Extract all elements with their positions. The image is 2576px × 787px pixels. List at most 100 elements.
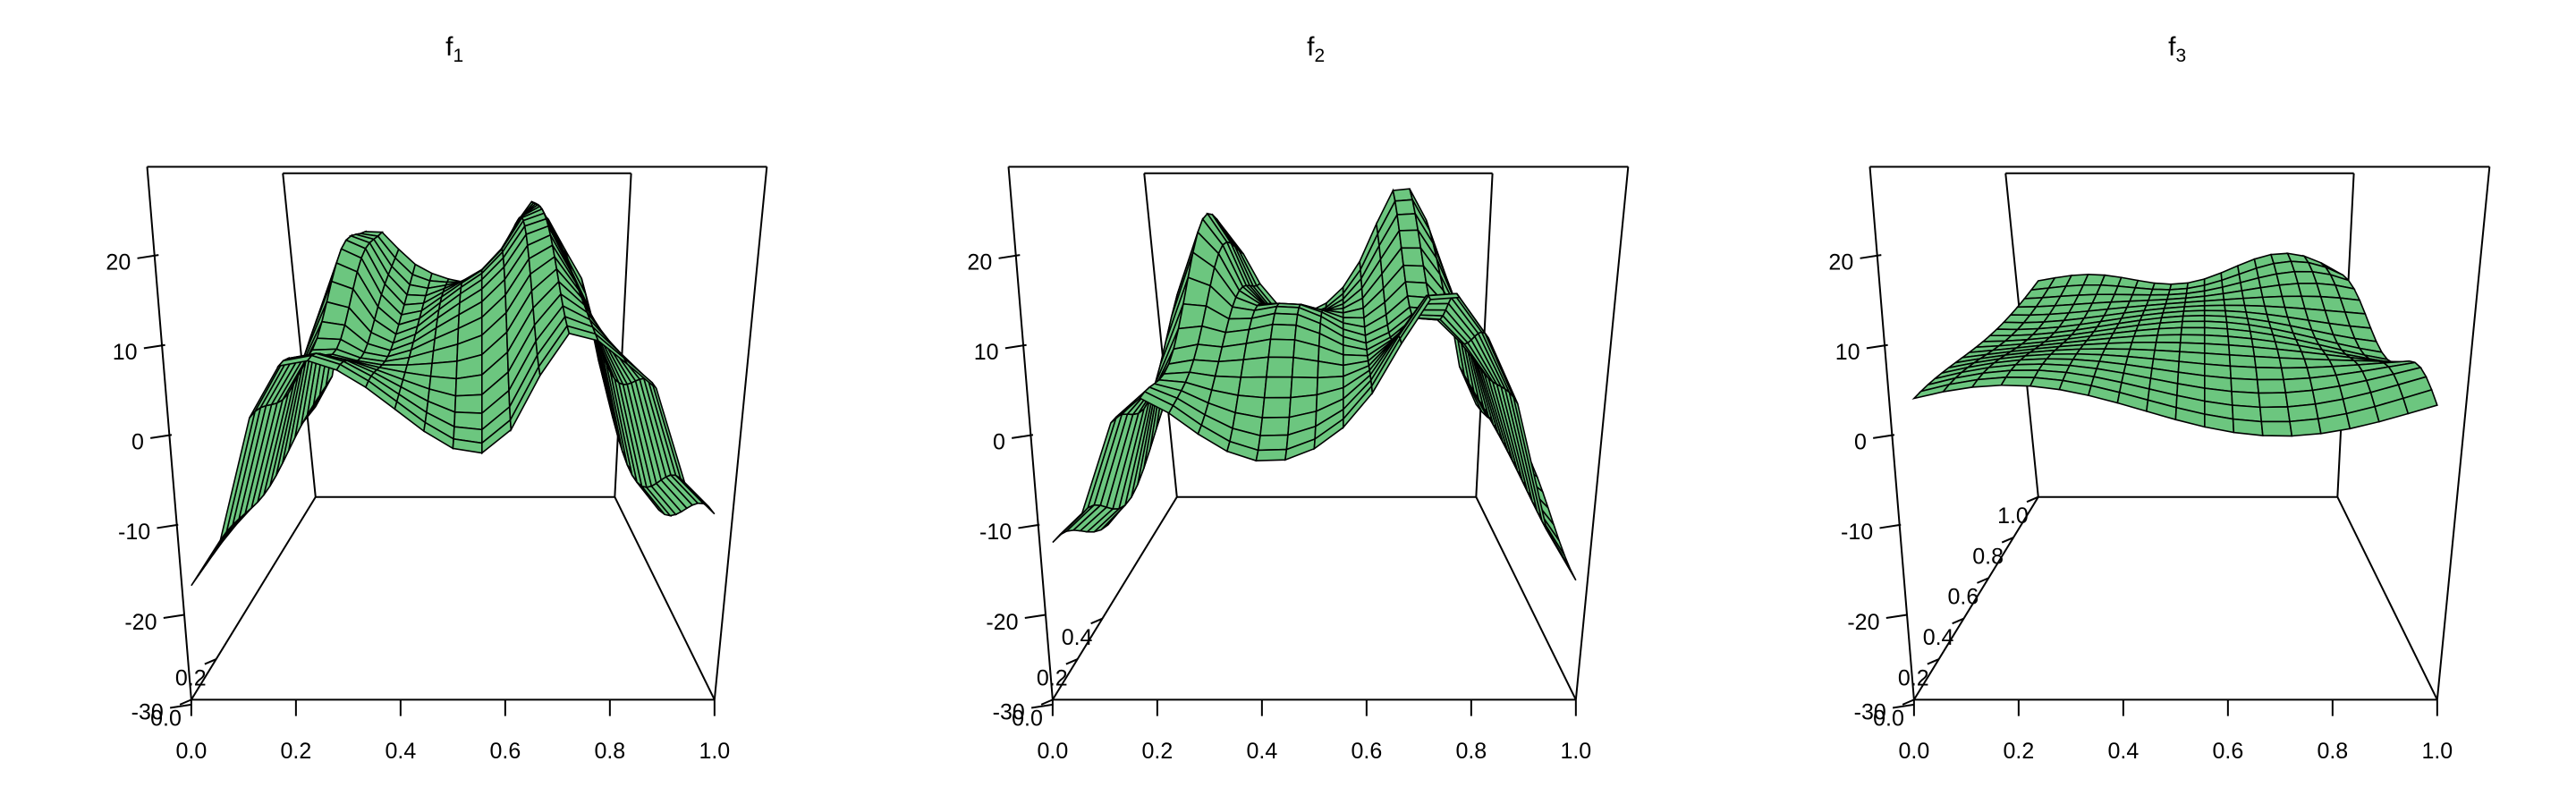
y-tick-label: 0.4 bbox=[1062, 625, 1093, 650]
surface-facet bbox=[1404, 281, 1430, 299]
box-edge bbox=[614, 173, 632, 497]
surface-facet bbox=[2402, 388, 2438, 415]
z-tick bbox=[143, 343, 165, 350]
x-tick-label: 0.2 bbox=[280, 739, 311, 764]
z-tick-label: 20 bbox=[106, 250, 131, 275]
surface-facet bbox=[2278, 357, 2309, 369]
surface-facet bbox=[1214, 359, 1245, 378]
title-subscript: 1 bbox=[453, 46, 464, 66]
surface-facet bbox=[1541, 520, 1577, 581]
y-tick bbox=[2001, 537, 2014, 544]
z-tick bbox=[1004, 343, 1027, 350]
z-tick-label: -30 bbox=[131, 699, 164, 724]
surface-mesh bbox=[191, 200, 716, 587]
z-tick-label: -20 bbox=[986, 610, 1018, 635]
y-tick-label: 0.4 bbox=[1923, 625, 1954, 650]
surface-facet bbox=[2004, 369, 2040, 378]
y-tick-label: 0.2 bbox=[1898, 665, 1929, 690]
z-tick bbox=[163, 614, 185, 619]
surface-facet bbox=[2260, 420, 2293, 437]
x-tick-label: 0.8 bbox=[2317, 739, 2348, 764]
surface-facet bbox=[1396, 213, 1419, 232]
x-tick-label: 0.6 bbox=[1351, 739, 1382, 764]
x-tick-label: 0.0 bbox=[175, 739, 207, 764]
z-tick-label: -20 bbox=[124, 610, 157, 635]
z-tick bbox=[1866, 343, 1888, 350]
y-tick bbox=[204, 658, 217, 665]
z-tick bbox=[169, 703, 192, 709]
surface-facet bbox=[1266, 356, 1294, 378]
z-tick-label: 20 bbox=[967, 250, 992, 275]
surface-facet bbox=[1261, 396, 1292, 419]
z-tick bbox=[1892, 703, 1915, 709]
surface-facet bbox=[454, 374, 483, 397]
box-edge bbox=[1143, 173, 1178, 497]
title-main: f bbox=[2168, 32, 2176, 62]
y-tick bbox=[2026, 495, 2039, 504]
y-tick-label: 0.0 bbox=[1873, 707, 1904, 732]
surface-facet bbox=[2258, 406, 2291, 423]
y-tick bbox=[1902, 698, 1915, 706]
surface-facet bbox=[1257, 434, 1289, 452]
z-tick-label: -10 bbox=[118, 520, 150, 545]
y-tick bbox=[1927, 658, 1940, 665]
surface-facet bbox=[1255, 448, 1288, 461]
surface-facet bbox=[1398, 229, 1422, 250]
surface-facet bbox=[680, 478, 716, 515]
x-tick-label: 0.4 bbox=[1246, 739, 1277, 764]
y-tick-label: 0.0 bbox=[150, 707, 182, 732]
surface-facet bbox=[2230, 377, 2260, 394]
z-tick-label: 10 bbox=[974, 340, 999, 365]
surface-facet bbox=[2253, 355, 2283, 369]
z-tick-label: 0 bbox=[993, 430, 1005, 455]
box-edge bbox=[1475, 496, 1577, 700]
surface-facet bbox=[2131, 334, 2159, 343]
x-tick-label: 0.0 bbox=[1037, 739, 1068, 764]
surface-facet bbox=[2131, 286, 2154, 296]
x-tick-label: 0.4 bbox=[385, 739, 416, 764]
surface-facet bbox=[453, 394, 483, 414]
z-tick bbox=[998, 254, 1021, 259]
surface-facet bbox=[1217, 343, 1248, 363]
z-tick bbox=[157, 523, 179, 529]
chart-title: f2 bbox=[1307, 32, 1325, 66]
z-tick bbox=[1018, 523, 1040, 529]
surface-facet bbox=[2289, 418, 2322, 437]
z-tick bbox=[137, 254, 159, 259]
x-tick-label: 1.0 bbox=[699, 739, 730, 764]
surface-facet bbox=[1267, 338, 1296, 359]
surface-facet bbox=[316, 320, 346, 341]
surface-mesh bbox=[1052, 188, 1577, 581]
z-tick-label: -30 bbox=[993, 699, 1025, 724]
y-tick-label: 0.2 bbox=[175, 665, 207, 690]
y-tick bbox=[1040, 698, 1054, 706]
surface-facet bbox=[2255, 366, 2284, 381]
z-tick bbox=[1024, 614, 1046, 619]
chart-title: f1 bbox=[445, 32, 463, 66]
title-main: f bbox=[445, 32, 453, 62]
z-tick-label: -10 bbox=[1841, 520, 1873, 545]
title-subscript: 2 bbox=[1315, 46, 1326, 66]
z-tick-label: 0 bbox=[131, 430, 144, 455]
box-edge bbox=[1913, 496, 2039, 700]
x-tick-label: 0.2 bbox=[2003, 739, 2034, 764]
box-edge bbox=[191, 496, 317, 700]
x-tick-label: 0.6 bbox=[2212, 739, 2243, 764]
surface-facet bbox=[1192, 343, 1224, 363]
surface-mesh bbox=[1911, 252, 2438, 437]
title-subscript: 3 bbox=[2176, 46, 2187, 66]
z-tick-label: -20 bbox=[1847, 610, 1879, 635]
y-tick bbox=[179, 698, 192, 706]
surface-facet bbox=[1999, 376, 2036, 387]
box-edge bbox=[614, 496, 716, 700]
surface-facet bbox=[2223, 297, 2246, 307]
chart-title: f3 bbox=[2168, 32, 2186, 66]
z-tick bbox=[1030, 703, 1054, 709]
surface-facet bbox=[2258, 392, 2289, 409]
y-tick bbox=[1090, 617, 1103, 625]
z-tick-label: 10 bbox=[113, 340, 138, 365]
box-edge bbox=[1574, 166, 1630, 700]
